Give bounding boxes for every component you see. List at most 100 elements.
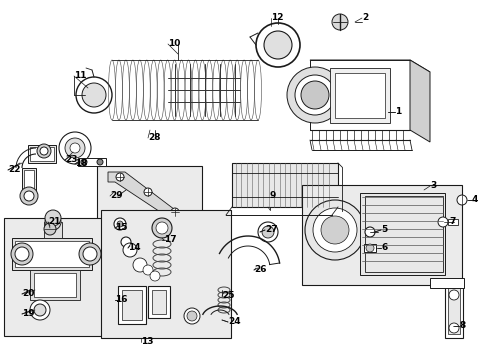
Text: 3: 3 [429, 181, 435, 190]
Bar [148, 286, 170, 318]
Text: 11: 11 [74, 72, 86, 81]
Circle shape [24, 191, 34, 201]
Circle shape [133, 258, 147, 272]
Bar [12, 238, 92, 270]
Circle shape [262, 226, 273, 238]
Text: 26: 26 [253, 266, 266, 274]
Text: 17: 17 [163, 235, 176, 244]
Bar [302, 185, 461, 285]
Bar [15, 241, 89, 267]
Text: 20: 20 [22, 289, 34, 298]
Circle shape [143, 188, 152, 196]
Bar [22, 168, 36, 196]
Circle shape [117, 221, 123, 227]
Polygon shape [309, 60, 429, 72]
Text: 22: 22 [8, 166, 20, 175]
Circle shape [312, 208, 356, 252]
Circle shape [258, 222, 278, 242]
Circle shape [286, 67, 342, 123]
Circle shape [15, 247, 29, 261]
Text: 2: 2 [361, 13, 367, 22]
Circle shape [34, 304, 46, 316]
Circle shape [83, 247, 97, 261]
Bar [429, 278, 463, 288]
Circle shape [30, 300, 50, 320]
Bar [231, 163, 337, 207]
Bar [30, 147, 54, 161]
Text: 24: 24 [227, 318, 240, 327]
Circle shape [456, 195, 466, 205]
Bar [24, 170, 34, 194]
Text: 5: 5 [380, 225, 386, 234]
Circle shape [20, 187, 38, 205]
Bar [78, 158, 106, 166]
Text: 18: 18 [75, 159, 87, 168]
Circle shape [256, 23, 299, 67]
Circle shape [156, 222, 168, 234]
Text: 21: 21 [48, 217, 61, 226]
Circle shape [365, 244, 373, 252]
Bar [447, 219, 457, 225]
Circle shape [186, 311, 197, 321]
Circle shape [448, 323, 458, 333]
Circle shape [114, 218, 126, 230]
Text: 4: 4 [471, 195, 477, 204]
Circle shape [11, 243, 33, 265]
Bar [334, 73, 384, 118]
Circle shape [171, 208, 179, 216]
Circle shape [320, 216, 348, 244]
Bar [152, 290, 165, 314]
Text: 13: 13 [141, 338, 153, 346]
Circle shape [121, 237, 131, 247]
Text: 23: 23 [65, 156, 77, 165]
Circle shape [301, 81, 328, 109]
Text: 15: 15 [115, 224, 127, 233]
Bar [359, 193, 444, 275]
Text: 12: 12 [270, 13, 283, 22]
Circle shape [264, 31, 291, 59]
Circle shape [76, 77, 112, 113]
Text: 14: 14 [128, 243, 141, 252]
Text: 1: 1 [394, 108, 401, 117]
Circle shape [40, 147, 48, 155]
Bar [28, 145, 56, 163]
Polygon shape [409, 60, 429, 142]
Text: 16: 16 [115, 296, 127, 305]
Bar [97, 166, 202, 248]
Text: 28: 28 [148, 134, 160, 143]
Text: 27: 27 [264, 225, 277, 234]
Circle shape [331, 14, 347, 30]
Text: 25: 25 [222, 292, 234, 301]
Bar [34, 273, 76, 297]
Bar [30, 270, 80, 300]
Bar [363, 244, 375, 252]
Circle shape [183, 308, 200, 324]
Bar [364, 196, 442, 272]
Circle shape [150, 271, 160, 281]
Bar [329, 68, 389, 123]
Circle shape [65, 138, 85, 158]
Circle shape [97, 159, 103, 165]
Text: 19: 19 [22, 310, 35, 319]
Bar [447, 287, 459, 334]
Text: 9: 9 [269, 192, 276, 201]
Circle shape [152, 218, 172, 238]
Bar [118, 286, 146, 324]
Circle shape [79, 243, 101, 265]
Circle shape [305, 200, 364, 260]
Bar [4, 218, 114, 336]
Circle shape [37, 144, 51, 158]
Polygon shape [108, 172, 195, 235]
Text: 7: 7 [448, 217, 454, 226]
Circle shape [70, 143, 80, 153]
Text: 29: 29 [110, 192, 122, 201]
Circle shape [45, 214, 61, 230]
Bar [444, 283, 462, 338]
Text: 8: 8 [458, 321, 464, 330]
Circle shape [437, 217, 447, 227]
Circle shape [448, 290, 458, 300]
Circle shape [116, 173, 124, 181]
Circle shape [82, 83, 106, 107]
Bar [122, 290, 142, 320]
Circle shape [364, 227, 374, 237]
